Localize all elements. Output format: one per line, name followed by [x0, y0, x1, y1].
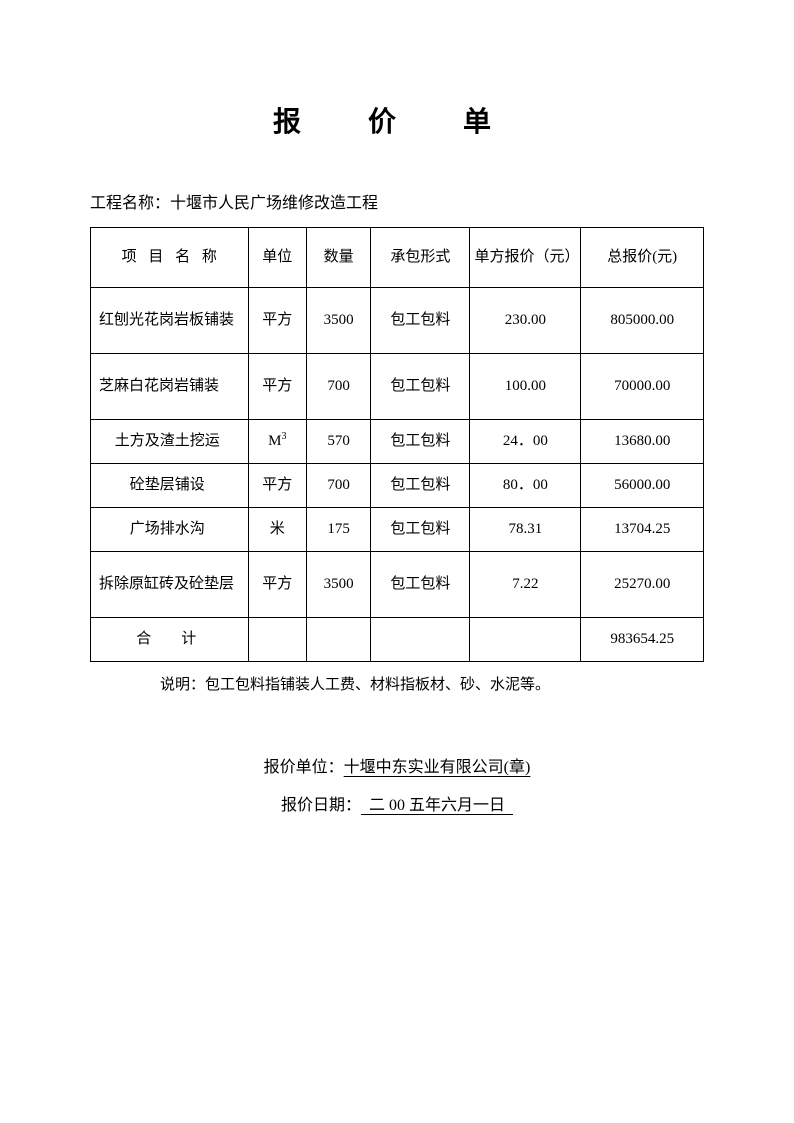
table-row: 广场排水沟米175包工包料78.3113704.25: [91, 507, 704, 551]
cell-qty: 175: [307, 507, 371, 551]
cell-total: 70000.00: [581, 353, 704, 419]
total-value: 983654.25: [581, 617, 704, 661]
cell-form: 包工包料: [371, 353, 470, 419]
cell-form: 包工包料: [371, 287, 470, 353]
project-label: 工程名称：: [90, 195, 170, 212]
header-qty: 数量: [307, 227, 371, 287]
cell-form: 包工包料: [371, 419, 470, 463]
table-row: 芝麻白花岗岩铺装平方700包工包料100.0070000.00: [91, 353, 704, 419]
cell-unit: 平方: [248, 353, 306, 419]
header-form: 承包形式: [371, 227, 470, 287]
cell-qty: 700: [307, 353, 371, 419]
cell-unit: 平方: [248, 287, 306, 353]
date-label: 报价日期：: [281, 787, 361, 825]
header-unit: 单位: [248, 227, 306, 287]
cell-unitprice: 100.00: [470, 353, 581, 419]
cell-qty: 570: [307, 419, 371, 463]
cell-name: 芝麻白花岗岩铺装: [91, 353, 249, 419]
cell-unitprice: 230.00: [470, 287, 581, 353]
cell-qty: 700: [307, 463, 371, 507]
header-name: 项 目 名 称: [91, 227, 249, 287]
cell-form: 包工包料: [371, 507, 470, 551]
cell-unit: 平方: [248, 463, 306, 507]
table-header-row: 项 目 名 称 单位 数量 承包形式 单方报价（元） 总报价(元): [91, 227, 704, 287]
cell-form: 包工包料: [371, 463, 470, 507]
cell-unitprice: 78.31: [470, 507, 581, 551]
table-row: 砼垫层铺设平方700包工包料80．0056000.00: [91, 463, 704, 507]
cell-unitprice: 80．00: [470, 463, 581, 507]
document-title: 报 价 单: [90, 100, 704, 140]
cell-unit: 米: [248, 507, 306, 551]
company-name: 十堰中东实业有限公司(章): [344, 749, 531, 787]
cell-unit: 平方: [248, 551, 306, 617]
cell-total: 805000.00: [581, 287, 704, 353]
note-text: 说明：包工包料指铺装人工费、材料指板材、砂、水泥等。: [90, 672, 704, 699]
cell-total: 13680.00: [581, 419, 704, 463]
cell-qty: 3500: [307, 287, 371, 353]
header-total: 总报价(元): [581, 227, 704, 287]
footer-section: 报价单位：十堰中东实业有限公司(章) 报价日期： 二 00 五年六月一日: [90, 749, 704, 826]
cell-qty: 3500: [307, 551, 371, 617]
total-label: 合计: [91, 617, 249, 661]
cell-name: 广场排水沟: [91, 507, 249, 551]
total-qty: [307, 617, 371, 661]
cell-name: 砼垫层铺设: [91, 463, 249, 507]
total-unitprice: [470, 617, 581, 661]
total-unit: [248, 617, 306, 661]
company-label: 报价单位：: [264, 749, 344, 787]
table-row: 土方及渣土挖运M3570包工包料24．0013680.00: [91, 419, 704, 463]
cell-total: 56000.00: [581, 463, 704, 507]
total-form: [371, 617, 470, 661]
cell-unitprice: 24．00: [470, 419, 581, 463]
table-row: 拆除原缸砖及砼垫层平方3500包工包料7.2225270.00: [91, 551, 704, 617]
cell-unitprice: 7.22: [470, 551, 581, 617]
header-unitprice: 单方报价（元）: [470, 227, 581, 287]
project-name: 十堰市人民广场维修改造工程: [170, 195, 378, 212]
quotation-table: 项 目 名 称 单位 数量 承包形式 单方报价（元） 总报价(元) 红刨光花岗岩…: [90, 227, 704, 662]
cell-form: 包工包料: [371, 551, 470, 617]
table-total-row: 合计 983654.25: [91, 617, 704, 661]
cell-name: 红刨光花岗岩板铺装: [91, 287, 249, 353]
cell-name: 拆除原缸砖及砼垫层: [91, 551, 249, 617]
cell-name: 土方及渣土挖运: [91, 419, 249, 463]
table-row: 红刨光花岗岩板铺装平方3500包工包料230.00805000.00: [91, 287, 704, 353]
cell-unit: M3: [248, 419, 306, 463]
project-name-line: 工程名称：十堰市人民广场维修改造工程: [90, 190, 704, 219]
cell-total: 13704.25: [581, 507, 704, 551]
cell-total: 25270.00: [581, 551, 704, 617]
quotation-date: 二 00 五年六月一日: [361, 787, 513, 825]
